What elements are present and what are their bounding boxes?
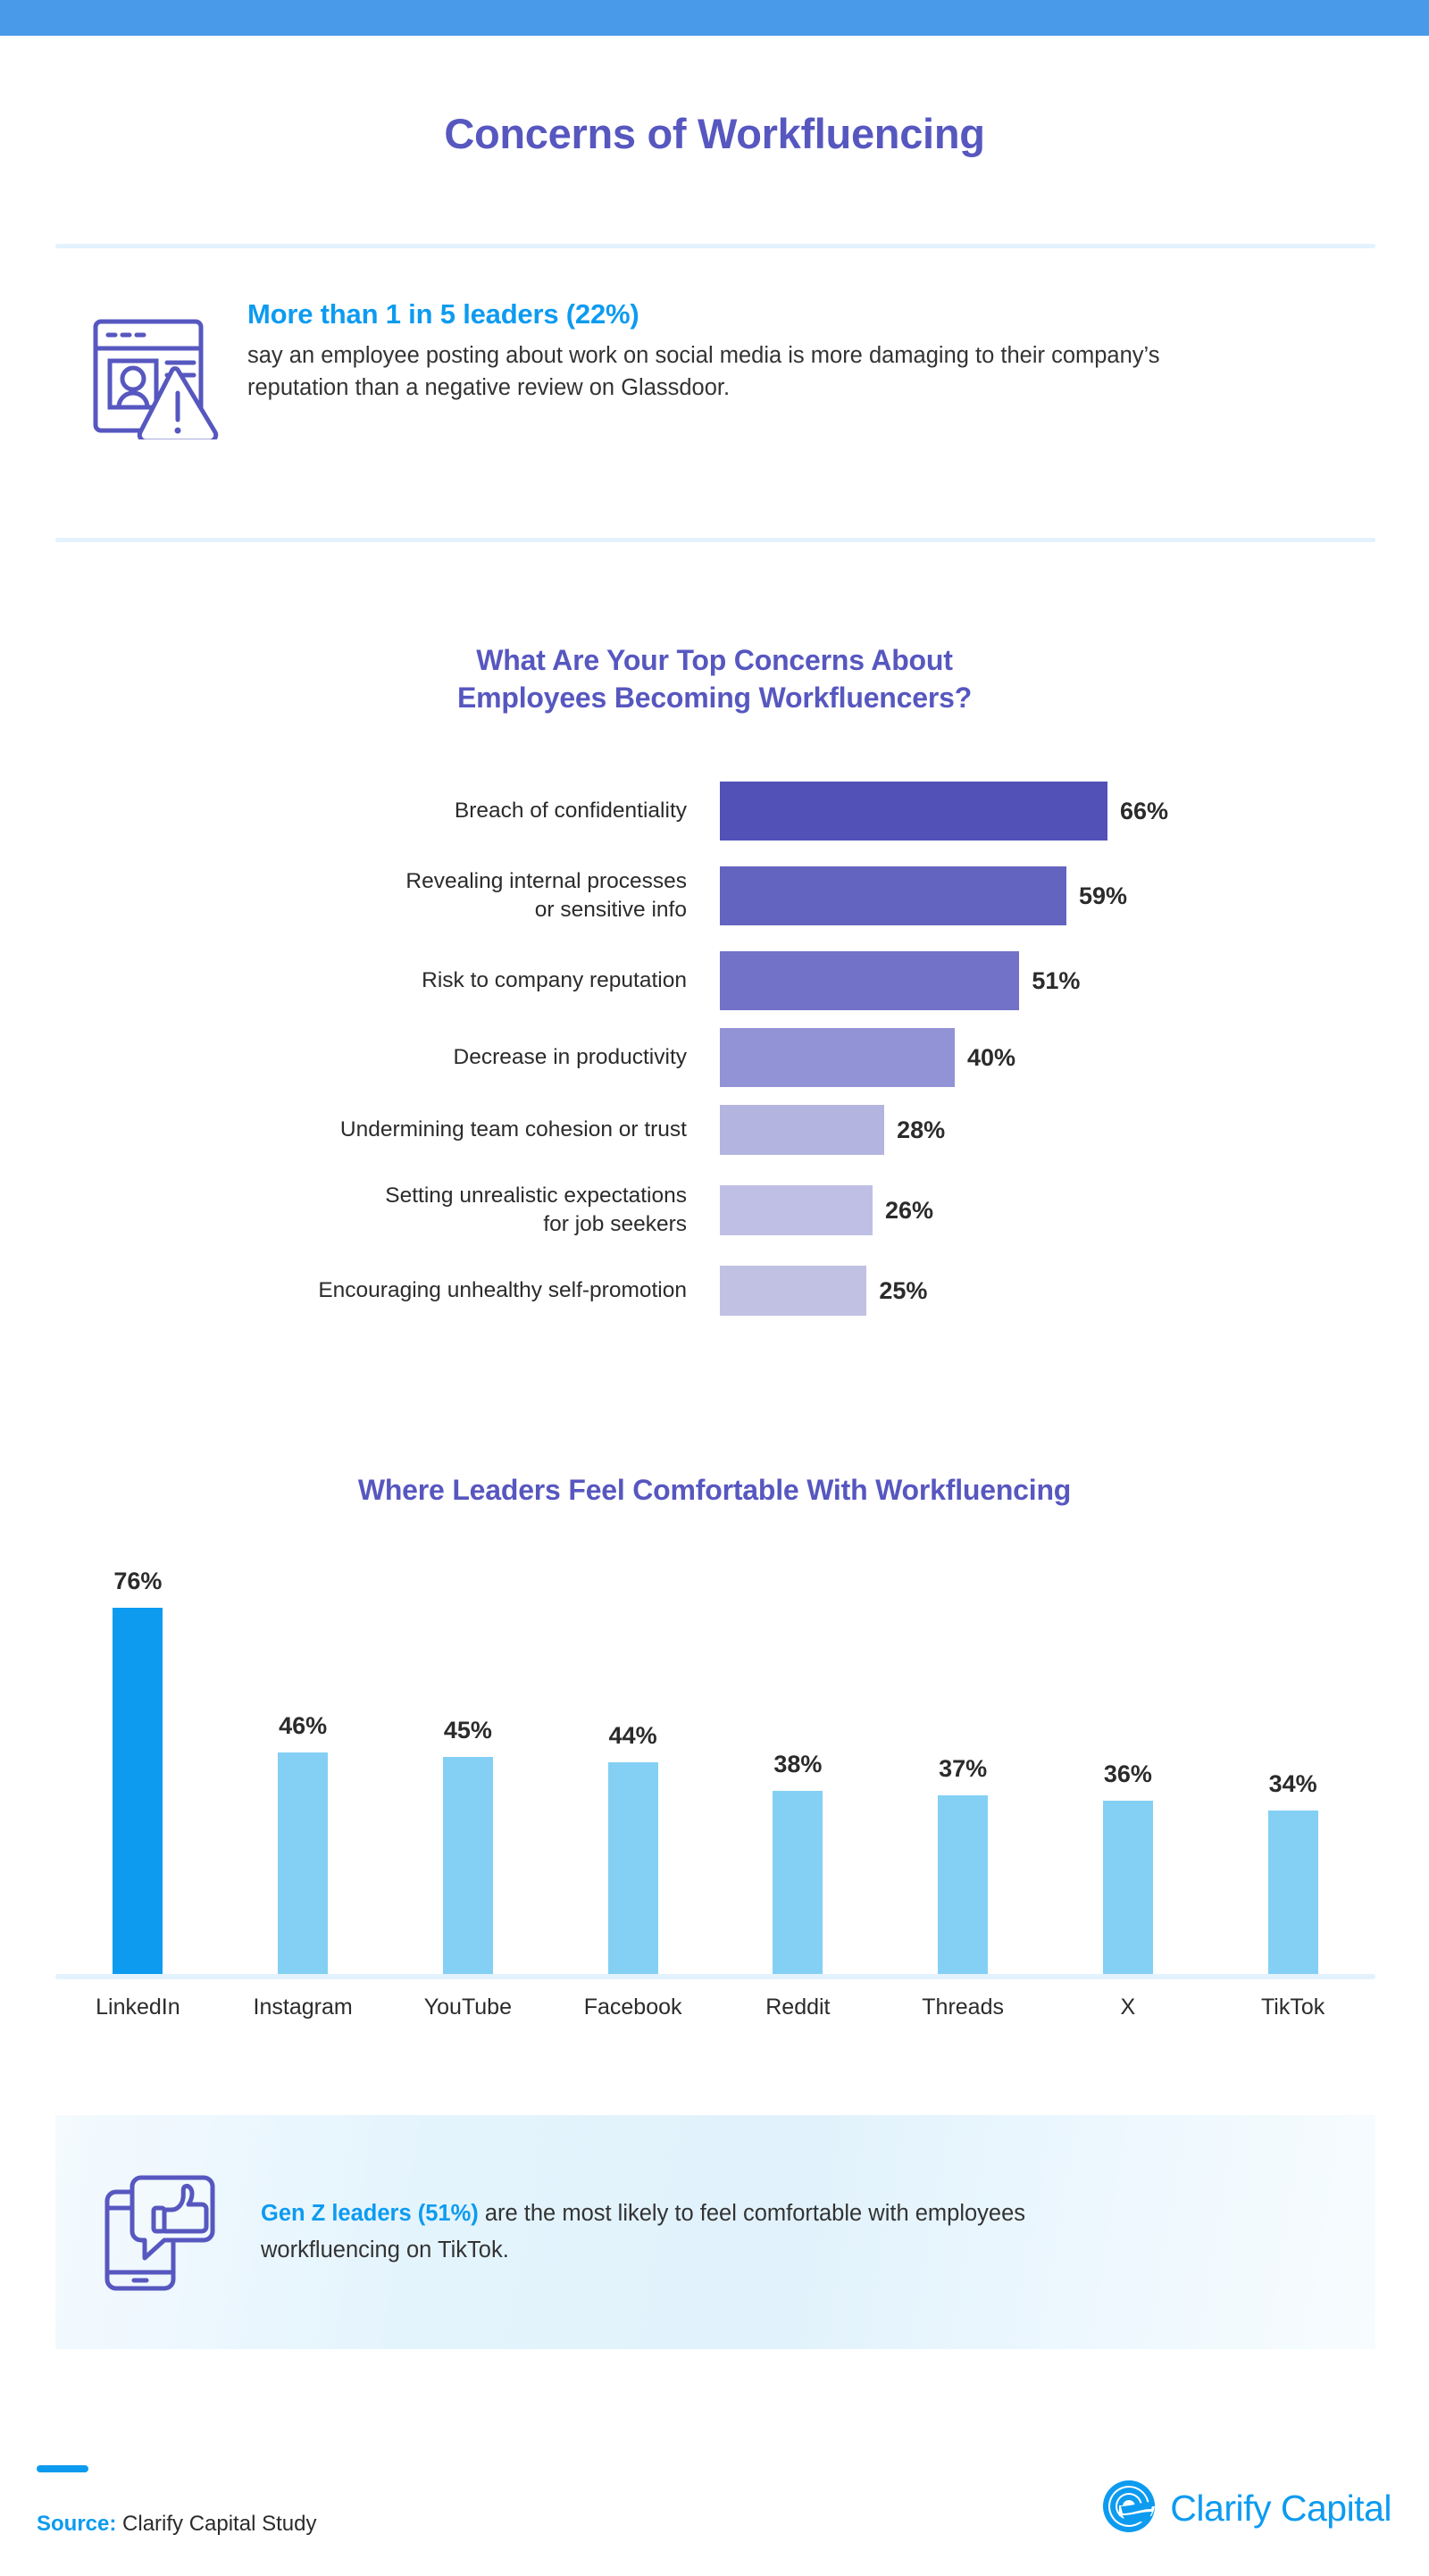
bar-column: 46% xyxy=(221,1532,386,1974)
divider-bottom xyxy=(55,538,1375,542)
phone-thumbs-up-icon xyxy=(55,2172,261,2293)
bar-fill xyxy=(720,1266,867,1316)
bottom-callout-text: Gen Z leaders (51%) are the most likely … xyxy=(261,2195,1074,2269)
bar-category-label: Threads xyxy=(922,1995,1004,2020)
bar-label: Decrease in productivity xyxy=(453,1044,687,1069)
bar-value-label: 34% xyxy=(1268,1769,1317,1797)
bar-row: Revealing internal processes or sensitive… xyxy=(0,849,1429,942)
bar-label: Setting unrealistic expectations for job … xyxy=(385,1183,687,1236)
bar-value-label: 40% xyxy=(967,1043,1016,1071)
bar-fill xyxy=(1102,1800,1153,1974)
divider-top xyxy=(55,244,1375,248)
top-callout: More than 1 in 5 leaders (22%) say an em… xyxy=(55,295,1375,500)
bar-track: 26% xyxy=(692,1185,1429,1235)
chart1-title-line2: Employees Becoming Workfluencers? xyxy=(456,682,973,715)
bar-fill xyxy=(720,951,1020,1010)
bar-row: Decrease in productivity 40% xyxy=(0,1019,1429,1096)
top-banner xyxy=(0,0,1429,36)
bar-fill xyxy=(720,1185,873,1235)
bar-value-label: 38% xyxy=(773,1751,823,1777)
chart1-title: What Are Your Top Concerns About Employe… xyxy=(0,641,1429,716)
bar-fill xyxy=(1267,1810,1318,1974)
page-title: Concerns of Workfluencing xyxy=(444,110,985,157)
footer-accent-rule xyxy=(37,2465,88,2472)
bar-column: 44% xyxy=(550,1532,715,1974)
bar-label: Encouraging unhealthy self-promotion xyxy=(318,1277,687,1302)
bar-fill xyxy=(113,1608,163,1974)
bar-category-label: X xyxy=(1120,1995,1136,2020)
bar-fill xyxy=(607,1761,658,1974)
bottom-callout-rest: are the most likely to feel comfortable … xyxy=(261,2201,1026,2262)
footer-source: Source: Clarify Capital Study xyxy=(37,2512,316,2537)
profile-warning-icon xyxy=(55,295,247,439)
footer-logo-text: Clarify Capital xyxy=(1170,2488,1391,2529)
bar-value-label: 66% xyxy=(1120,797,1169,824)
bar-column: 38% xyxy=(715,1532,881,1974)
bar-track: 59% xyxy=(692,866,1429,925)
bar-value-label: 46% xyxy=(279,1711,328,1739)
bar-value-label: 76% xyxy=(113,1568,163,1594)
chart2-title: Where Leaders Feel Comfortable With Work… xyxy=(357,1474,1072,1506)
bar-track: 25% xyxy=(692,1266,1429,1316)
bar-value-label: 37% xyxy=(939,1755,988,1783)
bar-row: Undermining team cohesion or trust 28% xyxy=(0,1096,1429,1164)
bar-column: 34% xyxy=(1210,1532,1375,1974)
platform-comfort-bar-chart: 76% 46% 45% 44% 38% 37% 36% 34% LinkedIn Instagr… xyxy=(55,1532,1375,2032)
bar-fill xyxy=(442,1757,493,1974)
clarify-capital-spiral-logo xyxy=(1101,2479,1157,2538)
bar-fill xyxy=(938,1795,989,1974)
footer-logo[interactable]: Clarify Capital xyxy=(1101,2479,1391,2538)
bar-category-label: TikTok xyxy=(1260,1995,1325,2020)
bar-value-label: 28% xyxy=(897,1116,946,1143)
bar-column: 36% xyxy=(1046,1532,1211,1974)
bar-value-label: 25% xyxy=(879,1276,928,1304)
bar-fill xyxy=(720,1105,885,1155)
top-callout-headline: More than 1 in 5 leaders (22%) xyxy=(247,298,639,330)
footer-source-text: Clarify Capital Study xyxy=(116,2512,317,2536)
bar-value-label: 59% xyxy=(1078,882,1128,909)
bar-category-label: Reddit xyxy=(765,1995,831,2020)
bar-category-label: LinkedIn xyxy=(96,1995,180,2020)
bar-track: 40% xyxy=(692,1028,1429,1087)
bar-fill xyxy=(773,1791,823,1974)
bar-category-label: Facebook xyxy=(583,1995,682,2020)
bar-label: Risk to company reputation xyxy=(422,967,687,992)
bar-label: Breach of confidentiality xyxy=(454,798,687,823)
top-callout-text: More than 1 in 5 leaders (22%) say an em… xyxy=(247,295,1375,404)
bottom-callout-highlight: Gen Z leaders (51%) xyxy=(261,2201,479,2227)
bar-track: 28% xyxy=(692,1105,1429,1155)
bar-track: 51% xyxy=(692,951,1429,1010)
bar-row: Encouraging unhealthy self-promotion 25% xyxy=(0,1257,1429,1325)
bottom-callout: Gen Z leaders (51%) are the most likely … xyxy=(55,2115,1375,2349)
bar-value-label: 44% xyxy=(608,1721,657,1749)
chart1-title-line1: What Are Your Top Concerns About xyxy=(476,644,953,676)
top-callout-body: say an employee posting about work on so… xyxy=(247,343,1160,401)
bar-column: 45% xyxy=(386,1532,551,1974)
bar-row: Setting unrealistic expectations for job … xyxy=(0,1164,1429,1257)
bar-category-label: Instagram xyxy=(253,1995,353,2020)
bar-fill xyxy=(720,782,1107,841)
bar-fill xyxy=(720,866,1066,925)
bar-category-label: YouTube xyxy=(423,1995,512,2020)
chart2-axis-line xyxy=(55,1974,1375,1979)
bar-fill xyxy=(278,1752,329,1974)
bar-value-label: 26% xyxy=(884,1196,934,1224)
bar-column: 37% xyxy=(881,1532,1046,1974)
bar-label: Revealing internal processes or sensitive… xyxy=(405,868,687,922)
bar-column: 76% xyxy=(55,1532,221,1974)
bar-fill xyxy=(720,1028,956,1087)
bar-row: Risk to company reputation 51% xyxy=(0,942,1429,1019)
bar-row: Breach of confidentiality 66% xyxy=(0,773,1429,849)
footer-source-label: Source: xyxy=(37,2512,117,2536)
bar-label: Undermining team cohesion or trust xyxy=(339,1117,687,1142)
top-concerns-bar-chart: Breach of confidentiality 66% Revealing in… xyxy=(0,773,1429,1325)
bar-value-label: 36% xyxy=(1103,1760,1152,1787)
bar-value-label: 45% xyxy=(443,1717,492,1744)
bar-value-label: 51% xyxy=(1032,966,1081,994)
bar-track: 66% xyxy=(692,782,1429,841)
